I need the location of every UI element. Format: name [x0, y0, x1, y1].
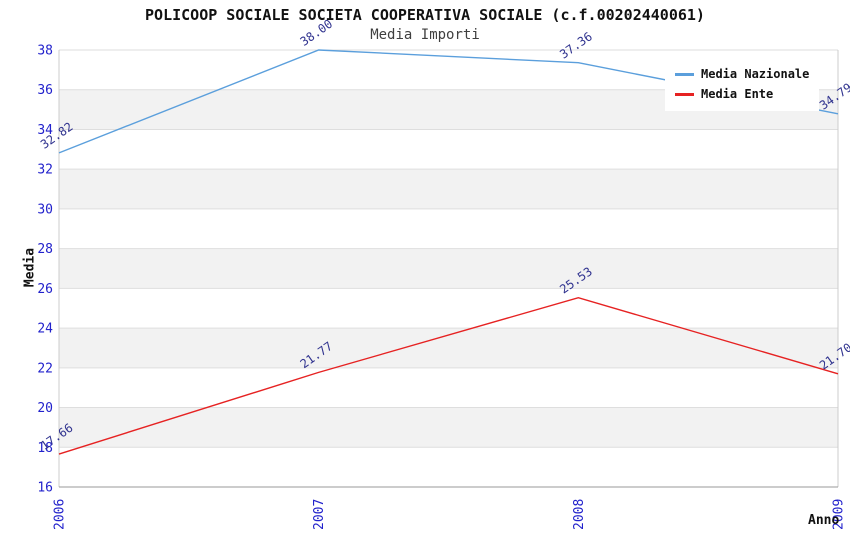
- legend-label: Media Ente: [701, 87, 774, 101]
- grid-band: [59, 248, 838, 289]
- y-tick-label: 16: [37, 481, 53, 496]
- x-tick-label: 2009: [832, 499, 847, 530]
- legend-item-media-nazionale: Media Nazionale: [675, 64, 809, 84]
- chart-subtitle: Media Importi: [370, 27, 480, 43]
- legend-swatch-media-ente: [675, 92, 694, 96]
- x-tick-label: 2006: [53, 499, 68, 530]
- grid-band: [59, 328, 838, 368]
- y-tick-label: 30: [37, 202, 53, 217]
- legend-swatch-media-nazionale: [675, 72, 694, 76]
- y-tick-label: 24: [37, 322, 53, 337]
- x-tick-label: 2007: [312, 499, 327, 530]
- y-tick-label: 22: [37, 361, 53, 376]
- x-tick-label: 2008: [572, 499, 587, 530]
- x-axis-title: Anno: [808, 513, 840, 528]
- legend-label: Media Nazionale: [701, 67, 810, 81]
- value-label-media-nazionale: 37.36: [557, 29, 595, 61]
- y-tick-label: 38: [37, 44, 53, 59]
- y-tick-label: 36: [37, 83, 53, 98]
- y-tick-label: 20: [37, 401, 53, 416]
- value-label-media-nazionale: 38.00: [298, 17, 336, 49]
- y-tick-label: 18: [37, 441, 53, 456]
- series-line-media-ente: [58, 296, 839, 455]
- y-tick-label: 32: [37, 163, 53, 178]
- legend: Media Nazionale Media Ente: [665, 57, 820, 111]
- legend-item-media-ente: Media Ente: [675, 84, 809, 104]
- y-tick-label: 28: [37, 242, 53, 257]
- y-axis-title: Media: [22, 247, 38, 288]
- grid-band: [59, 407, 838, 448]
- grid-band: [59, 169, 838, 209]
- y-tick-label: 26: [37, 282, 53, 297]
- chart-title: POLICOOP SOCIALE SOCIETA COOPERATIVA SOC…: [145, 6, 705, 24]
- y-tick-label: 34: [37, 123, 53, 138]
